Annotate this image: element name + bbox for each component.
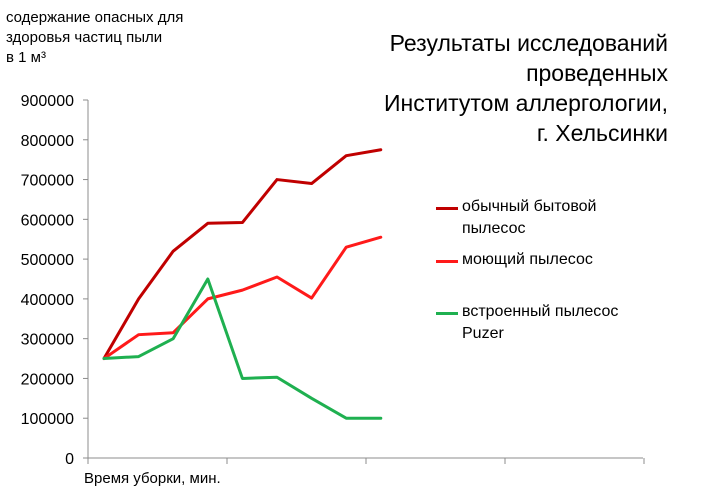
series-line-puzer-vacuum	[102, 277, 383, 420]
chart-title-line: Результаты исследований	[389, 30, 668, 56]
legend-swatch	[436, 260, 458, 263]
y-tick-label: 300000	[21, 332, 74, 349]
y-tick-label: 900000	[21, 93, 74, 110]
series-line-washing-vacuum	[102, 235, 383, 361]
legend-label-line: пылесос	[462, 220, 526, 237]
legend-label-line: обычный бытовой	[462, 198, 597, 215]
y-axis-label-line: здоровья частиц пыли	[6, 29, 163, 46]
y-tick-label: 800000	[21, 133, 74, 150]
y-tick-label: 500000	[21, 252, 74, 269]
y-tick-label: 700000	[21, 173, 74, 190]
legend-label-line: встроенный пылесос	[462, 303, 619, 320]
legend-label-line: Puzer	[462, 325, 504, 342]
x-axis-label: Время уборки, мин.	[84, 470, 221, 487]
y-axis-label: содержание опасных для здоровья частиц п…	[6, 8, 183, 68]
chart-title-line: Институтом аллергологии,	[383, 90, 668, 116]
legend-swatch	[436, 207, 458, 210]
y-tick-label: 600000	[21, 212, 74, 229]
chart-title-line: проведенных	[526, 60, 668, 86]
legend-label-line: моющий пылесос	[462, 251, 593, 268]
y-tick-label: 0	[65, 451, 74, 468]
legend-label: встроенный пылесос Puzer	[462, 301, 618, 345]
y-axis-label-line: в 1 м³	[6, 49, 46, 66]
y-tick-label: 400000	[21, 292, 74, 309]
y-axis-label-line: содержание опасных для	[6, 9, 184, 26]
legend-label: обычный бытовой пылесос	[462, 196, 596, 240]
legend-label: моющий пылесос	[462, 249, 593, 271]
y-tick-label: 200000	[21, 371, 74, 388]
chart-title-line: г. Хельсинки	[536, 120, 668, 146]
y-tick-label: 100000	[21, 411, 74, 428]
legend-swatch	[436, 312, 458, 315]
chart-title: Результаты исследований проведенных Инст…	[384, 28, 668, 148]
series-line-regular-vacuum	[102, 148, 383, 361]
